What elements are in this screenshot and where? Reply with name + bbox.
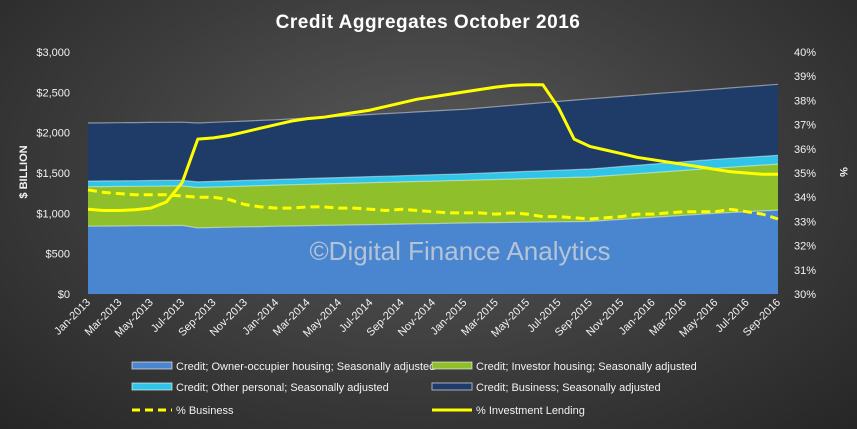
y-tick-label: $2,500 <box>36 87 70 99</box>
y-tick-label: $500 <box>46 249 70 261</box>
watermark: ©Digital Finance Analytics <box>310 236 611 266</box>
area-edge-3 <box>87 154 779 183</box>
legend-swatch-2 <box>431 361 473 370</box>
y2-tick-label: 32% <box>794 241 816 253</box>
y2-tick-label: 34% <box>794 192 816 204</box>
y-tick-label: $0 <box>58 289 70 301</box>
legend-swatch-4 <box>431 382 473 391</box>
x-axis-ticks: Jan-2013Mar-2013May-2013Jul-2013Sep-2013… <box>52 297 783 340</box>
y2-tick-label: 31% <box>794 265 816 277</box>
legend: Credit; Owner-occupier housing; Seasonal… <box>131 361 697 417</box>
area-series-1 <box>88 210 778 294</box>
y2-tick-label: 30% <box>794 289 816 301</box>
legend-label-6: % Investment Lending <box>476 405 585 417</box>
chart-title: Credit Aggregates October 2016 <box>276 12 581 33</box>
y2-tick-label: 35% <box>794 168 816 180</box>
y-axis-label: $ BILLION <box>18 145 30 198</box>
y2-tick-label: 36% <box>794 144 816 156</box>
area-edge-1 <box>87 209 779 229</box>
y-tick-label: $2,000 <box>36 128 70 140</box>
legend-label-2: Credit; Investor housing; Seasonally adj… <box>476 361 697 373</box>
plot-area <box>87 83 779 294</box>
y2-tick-label: 40% <box>794 47 816 59</box>
legend-swatch-1 <box>131 361 173 370</box>
y-axis-ticks: $0 $500 $1,000 $1,500 $2,000 $2,500 $3,000 <box>36 47 70 301</box>
y2-tick-label: 39% <box>794 71 816 83</box>
y2-tick-label: 33% <box>794 216 816 228</box>
legend-label-3: Credit; Other personal; Seasonally adjus… <box>176 382 389 394</box>
legend-label-4: Credit; Business; Seasonally adjusted <box>476 382 661 394</box>
y-tick-label: $3,000 <box>36 47 70 59</box>
legend-label-5: % Business <box>176 405 234 417</box>
legend-swatch-3 <box>131 382 173 391</box>
y-tick-label: $1,000 <box>36 208 70 220</box>
y2-axis-ticks: 30% 31% 32% 33% 34% 35% 36% 37% 38% 39% 40% <box>794 47 816 301</box>
area-edge-2 <box>87 163 779 189</box>
line-pct-business <box>87 188 779 221</box>
line-pct-investment-lending <box>87 83 778 212</box>
y2-axis-label: % <box>837 167 849 177</box>
area-edge-4 <box>87 83 779 124</box>
legend-label-1: Credit; Owner-occupier housing; Seasonal… <box>176 361 435 373</box>
y2-tick-label: 38% <box>794 95 816 107</box>
y2-tick-label: 37% <box>794 120 816 132</box>
y-tick-label: $1,500 <box>36 168 70 180</box>
